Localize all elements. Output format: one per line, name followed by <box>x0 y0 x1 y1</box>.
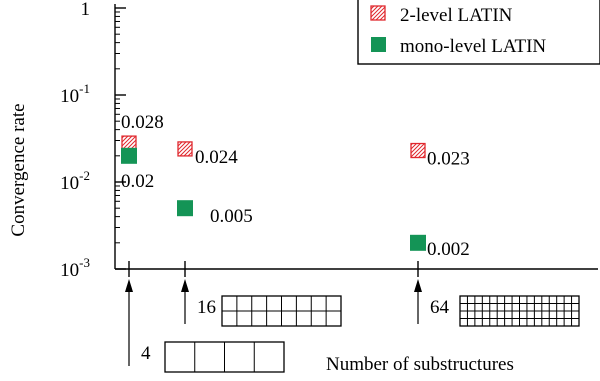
legend-label-mono-level: mono-level LATIN <box>400 36 546 57</box>
x-category-arrow-head <box>181 279 189 292</box>
grid-64-substructures <box>459 295 580 327</box>
x-category-arrow-head <box>125 279 133 292</box>
point-mono-level-latin <box>177 200 193 217</box>
point-mono-level-latin <box>121 147 137 164</box>
y-tick-label: 10-2 <box>60 168 90 194</box>
x-axis-label: Number of substructures <box>326 354 514 375</box>
point-2-level-latin <box>177 141 193 157</box>
data-label-2-level-latin: 0.028 <box>121 112 164 133</box>
x-category-label: 16 <box>197 297 216 318</box>
y-tick-label: 10-3 <box>60 255 90 281</box>
substructure-grids <box>164 295 580 373</box>
x-category-label: 4 <box>141 343 151 364</box>
data-label-2-level-latin: 0.023 <box>427 149 470 170</box>
x-category-label: 64 <box>430 297 450 318</box>
grid-4-substructures <box>164 341 285 373</box>
legend-marker-2-level <box>370 5 386 21</box>
legend: 2-level LATIN mono-level LATIN <box>357 0 600 65</box>
y-tick-label: 10-1 <box>60 81 90 107</box>
x-category-arrow-head <box>414 279 422 292</box>
point-2-level-latin <box>410 142 426 159</box>
data-label-mono-level-latin: 0.002 <box>427 239 470 260</box>
y-tick-label: 1 <box>81 0 91 20</box>
y-axis-label: Convergence rate <box>8 103 29 236</box>
data-points: 0.028 0.024 0.023 0.02 0.005 0.002 <box>121 112 470 260</box>
x-ticks: 4 16 64 <box>125 261 450 366</box>
legend-label-2-level: 2-level LATIN <box>400 5 513 26</box>
data-label-mono-level-latin: 0.02 <box>121 171 154 192</box>
data-label-2-level-latin: 0.024 <box>195 147 238 168</box>
y-ticks: 1 10-1 10-2 10-3 <box>60 0 126 281</box>
legend-marker-mono-level <box>371 37 386 52</box>
legend-box <box>357 0 600 65</box>
point-mono-level-latin <box>410 234 426 251</box>
data-label-mono-level-latin: 0.005 <box>210 206 253 227</box>
grid-16-substructures <box>221 295 342 327</box>
